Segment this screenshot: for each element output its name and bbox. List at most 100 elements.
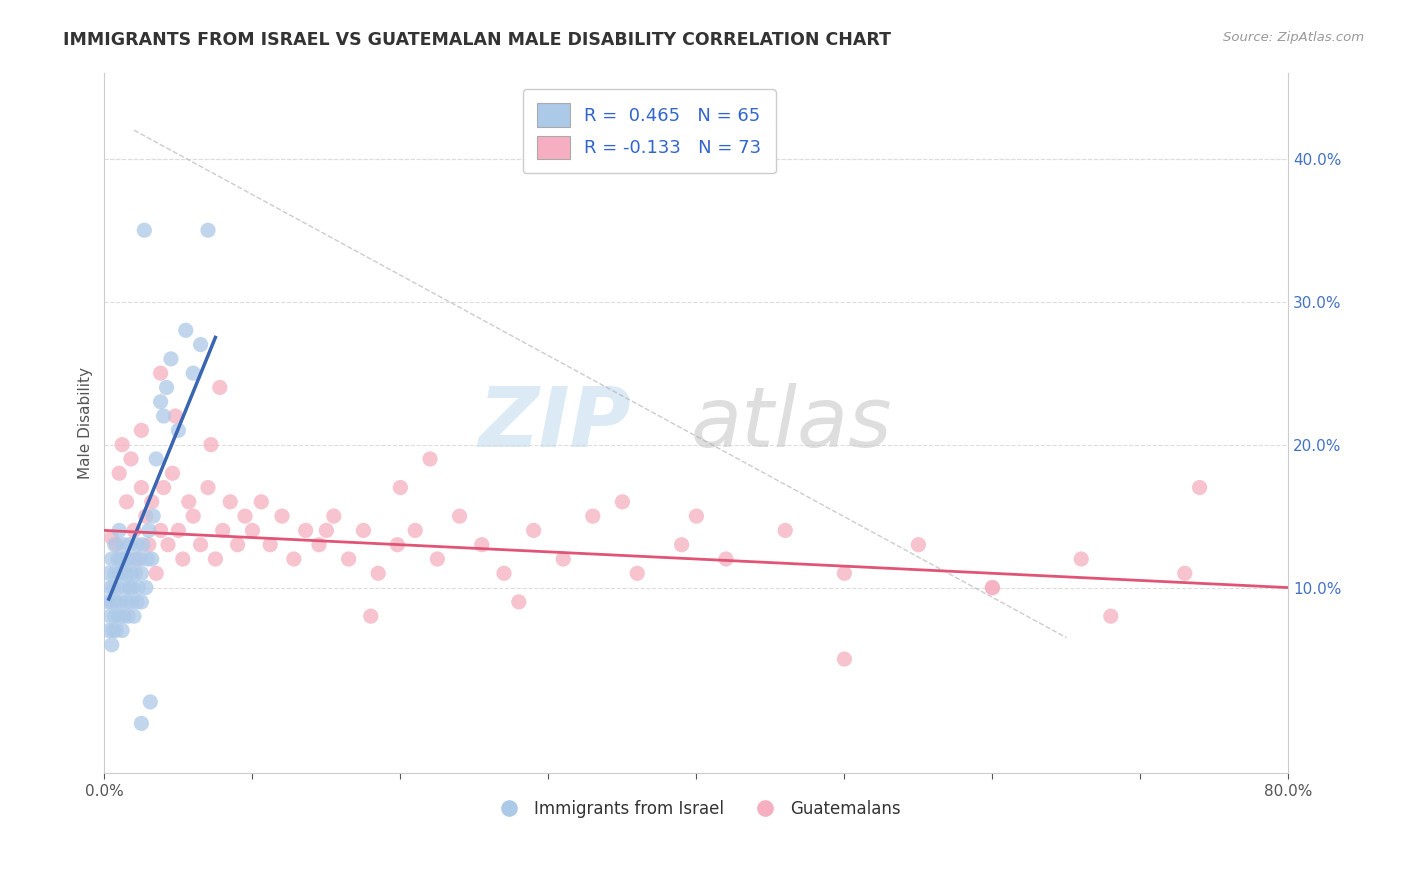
Point [907, 538, 929, 552]
Point [190, 538, 212, 552]
Point [103, 624, 125, 638]
Point [141, 495, 163, 509]
Point [118, 581, 141, 595]
Point [97, 624, 120, 638]
Point [97, 566, 120, 581]
Point [685, 509, 707, 524]
Point [117, 552, 139, 566]
Point [135, 581, 157, 595]
Point [122, 524, 145, 538]
Point [352, 524, 374, 538]
Point [157, 538, 180, 552]
Point [233, 509, 256, 524]
Point [626, 566, 648, 581]
Point [115, 495, 138, 509]
Point [155, 380, 177, 394]
Text: atlas: atlas [690, 383, 891, 464]
Text: Source: ZipAtlas.com: Source: ZipAtlas.com [1223, 31, 1364, 45]
Point [322, 509, 344, 524]
Point [714, 552, 737, 566]
Point [404, 524, 426, 538]
Point [111, 624, 134, 638]
Point [523, 524, 546, 538]
Point [118, 538, 141, 552]
Point [419, 452, 441, 467]
Point [190, 337, 212, 351]
Point [142, 509, 165, 524]
Point [174, 323, 197, 337]
Point [250, 495, 273, 509]
Point [197, 481, 219, 495]
Point [96, 595, 118, 609]
Point [177, 495, 200, 509]
Point [834, 566, 856, 581]
Point [134, 223, 156, 237]
Point [111, 437, 134, 451]
Point [129, 552, 152, 566]
Point [114, 581, 136, 595]
Point [103, 581, 125, 595]
Point [108, 524, 131, 538]
Point [162, 467, 184, 481]
Point [283, 552, 305, 566]
Point [105, 595, 128, 609]
Point [115, 595, 138, 609]
Point [160, 351, 183, 366]
Point [108, 566, 131, 581]
Point [111, 566, 134, 581]
Point [131, 716, 153, 731]
Point [101, 638, 124, 652]
Point [1070, 552, 1092, 566]
Point [181, 366, 204, 380]
Point [553, 552, 575, 566]
Text: ZIP: ZIP [478, 383, 631, 464]
Point [204, 552, 226, 566]
Point [671, 538, 693, 552]
Point [259, 538, 281, 552]
Point [104, 538, 127, 552]
Point [219, 495, 242, 509]
Point [152, 481, 174, 495]
Point [426, 552, 449, 566]
Point [1099, 609, 1122, 624]
Point [124, 566, 146, 581]
Point [120, 566, 142, 581]
Point [834, 652, 856, 666]
Point [135, 509, 157, 524]
Point [121, 581, 143, 595]
Point [1188, 481, 1211, 495]
Point [981, 581, 1004, 595]
Point [127, 581, 149, 595]
Point [145, 452, 167, 467]
Point [125, 595, 148, 609]
Point [131, 481, 153, 495]
Point [367, 566, 389, 581]
Point [98, 609, 121, 624]
Point [115, 566, 138, 581]
Point [131, 566, 153, 581]
Point [471, 538, 494, 552]
Point [108, 609, 131, 624]
Legend: Immigrants from Israel, Guatemalans: Immigrants from Israel, Guatemalans [485, 793, 907, 824]
Point [360, 609, 382, 624]
Point [181, 509, 204, 524]
Point [139, 695, 162, 709]
Point [107, 581, 129, 595]
Point [167, 524, 190, 538]
Point [308, 538, 330, 552]
Point [315, 524, 337, 538]
Point [131, 423, 153, 437]
Point [149, 524, 172, 538]
Point [773, 524, 796, 538]
Point [167, 423, 190, 437]
Point [208, 380, 231, 394]
Point [138, 524, 160, 538]
Point [101, 552, 124, 566]
Point [294, 524, 316, 538]
Point [145, 566, 167, 581]
Point [112, 538, 135, 552]
Point [98, 581, 121, 595]
Point [149, 366, 172, 380]
Point [226, 538, 249, 552]
Point [242, 524, 264, 538]
